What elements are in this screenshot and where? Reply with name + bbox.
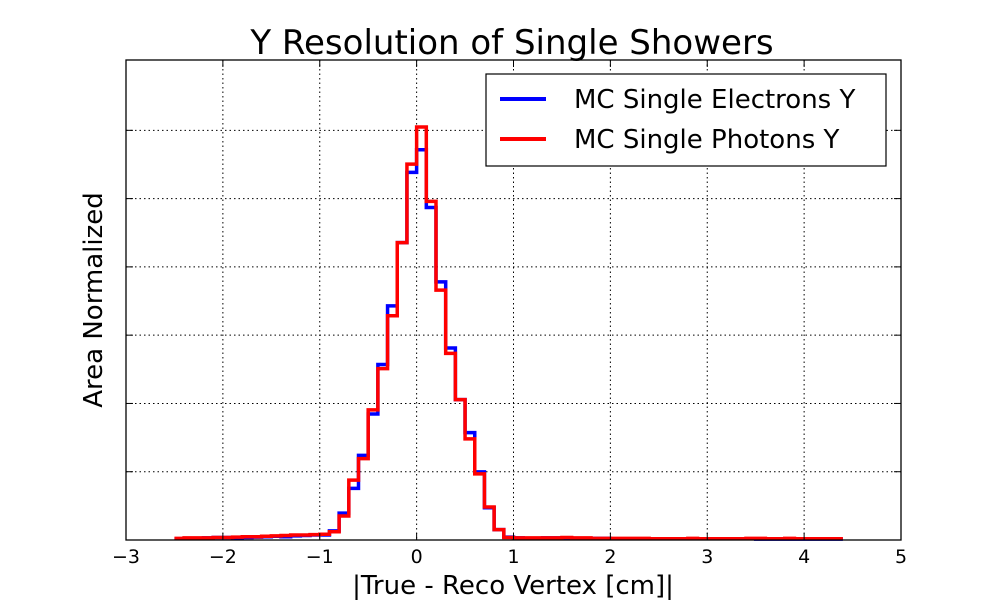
photons-series-line [174, 125, 843, 541]
legend-box [485, 73, 887, 167]
x-tick-label: 5 [895, 546, 907, 568]
series-group [174, 125, 843, 541]
x-tick-label: 2 [604, 546, 616, 568]
x-tick-label: 3 [701, 546, 713, 568]
x-tick-label: −2 [209, 546, 237, 568]
ticks: −3 −2 −1 0 1 2 3 4 5 [112, 60, 907, 568]
x-tick-label: 1 [507, 546, 519, 568]
chart-title: Y Resolution of Single Showers [249, 23, 773, 63]
legend-entry-label: MC Single Photons Y [574, 125, 840, 155]
x-tick-label: 0 [411, 546, 423, 568]
legend: MC Single Electrons Y MC Single Photons Y [485, 73, 887, 167]
x-axis-label: |True - Reco Vertex [cm]| [352, 571, 674, 600]
legend-entry-label: MC Single Electrons Y [574, 85, 855, 115]
x-tick-label: −1 [306, 546, 334, 568]
x-tick-label: 4 [798, 546, 810, 568]
x-tick-label: −3 [112, 546, 140, 568]
electrons-series-line [174, 147, 843, 541]
y-axis-label: Area Normalized [79, 192, 109, 408]
